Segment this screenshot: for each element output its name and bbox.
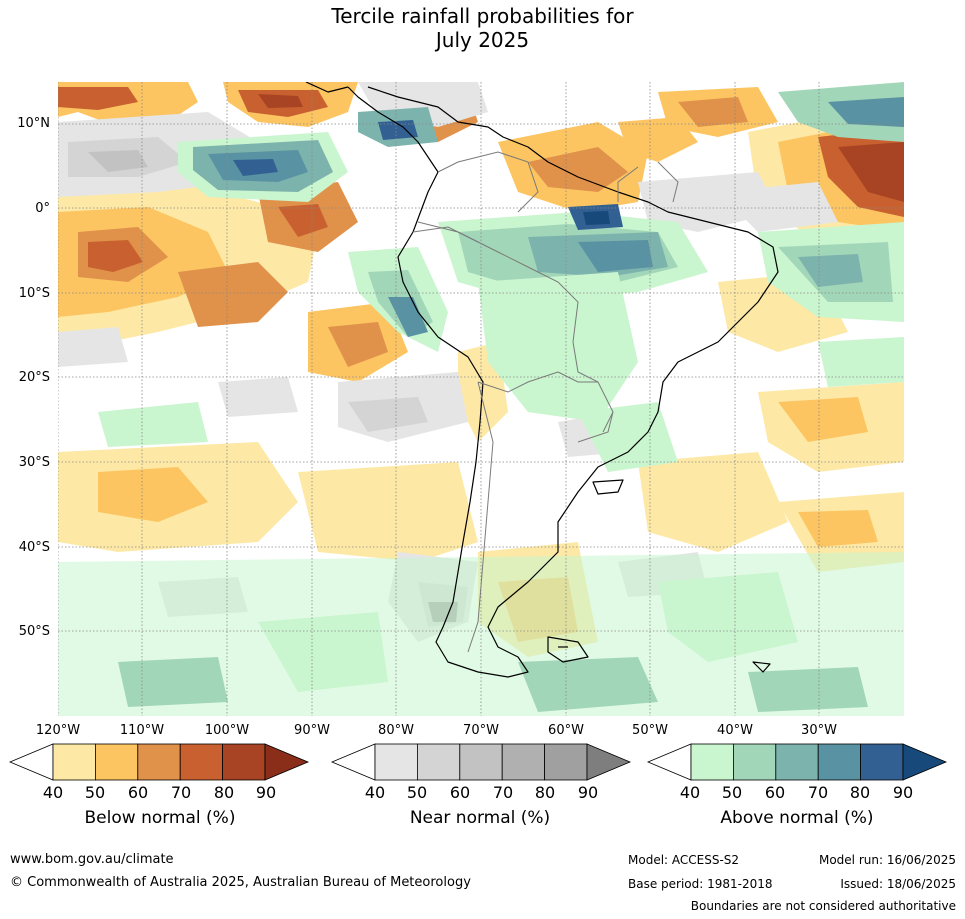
near-colorbar-bin-2 <box>416 743 461 781</box>
above-colorbar-low-extend <box>646 743 692 781</box>
near-tick-50: 50 <box>406 783 428 802</box>
chart-title: Tercile rainfall probabilities for July … <box>0 4 965 52</box>
lat-label-10s: 10°S <box>18 286 50 301</box>
above-colorbar-bin-2 <box>733 743 777 781</box>
above-colorbar-bin-4 <box>817 743 862 781</box>
base-period-text: Base period: 1981-2018 <box>628 877 773 891</box>
lat-label-10n: 10°N <box>17 116 50 131</box>
near-tick-80: 80 <box>534 783 556 802</box>
above-colorbar-high-extend <box>902 743 948 781</box>
above-colorbar-bin-1 <box>690 743 734 781</box>
lon-label-90w: 90°W <box>294 723 330 738</box>
above-tick-50: 50 <box>721 783 743 802</box>
below-tick-40: 40 <box>42 783 64 802</box>
near-tick-70: 70 <box>492 783 514 802</box>
below-tick-60: 60 <box>127 783 149 802</box>
lon-label-30w: 30°W <box>801 723 837 738</box>
title-line-1: Tercile rainfall probabilities for <box>331 4 634 28</box>
coastline <box>305 82 779 678</box>
near-colorbar-bin-4 <box>501 743 546 781</box>
above-tick-90: 90 <box>892 783 914 802</box>
lat-label-20s: 20°S <box>18 370 50 385</box>
near-colorbar-bin-1 <box>374 743 418 781</box>
lat-label-50s: 50°S <box>18 624 50 639</box>
map-panel <box>58 82 904 716</box>
model-text: Model: ACCESS-S2 <box>628 853 740 867</box>
country-borders <box>412 151 679 653</box>
lon-label-40w: 40°W <box>717 723 753 738</box>
near-tick-60: 60 <box>449 783 471 802</box>
lat-label-40s: 40°S <box>18 540 50 555</box>
lon-label-120w: 120°W <box>35 723 81 738</box>
lat-label-0: 0° <box>35 201 50 216</box>
model-run-text: Model run: 16/06/2025 <box>818 853 956 867</box>
below-colorbar-bin-5 <box>222 743 266 781</box>
below-tick-80: 80 <box>213 783 235 802</box>
below-colorbar-high-extend <box>264 743 310 781</box>
lon-label-70w: 70°W <box>463 723 499 738</box>
near-colorbar-high-extend <box>586 743 632 781</box>
above-tick-80: 80 <box>849 783 871 802</box>
lon-label-110w: 110°W <box>119 723 165 738</box>
above-normal-regions <box>58 82 904 716</box>
near-colorbar-bin-3 <box>459 743 503 781</box>
near-tick-40: 40 <box>364 783 386 802</box>
issued-text: Issued: 18/06/2025 <box>840 877 956 891</box>
near-colorbar-low-extend <box>330 743 376 781</box>
below-normal-label: Below normal (%) <box>84 808 236 828</box>
above-normal-label: Above normal (%) <box>720 808 874 828</box>
below-colorbar-bin-1 <box>52 743 96 781</box>
below-tick-90: 90 <box>255 783 277 802</box>
graticule <box>58 82 904 716</box>
below-colorbar-bin-4 <box>179 743 223 781</box>
below-tick-70: 70 <box>170 783 192 802</box>
above-tick-70: 70 <box>807 783 829 802</box>
forecast-map <box>58 82 904 716</box>
lat-label-30s: 30°S <box>18 455 50 470</box>
disclaimer-text: Boundaries are not considered authoritat… <box>690 899 956 913</box>
above-tick-40: 40 <box>679 783 701 802</box>
below-colorbar-low-extend <box>8 743 54 781</box>
colorbar-legend <box>8 743 948 781</box>
below-colorbar-bin-3 <box>137 743 181 781</box>
lon-label-60w: 60°W <box>548 723 584 738</box>
website-text: www.bom.gov.au/climate <box>10 852 174 867</box>
lon-label-80w: 80°W <box>378 723 414 738</box>
below-colorbar-bin-2 <box>95 743 139 781</box>
near-normal-label: Near normal (%) <box>409 808 551 828</box>
above-colorbar-bin-3 <box>775 743 819 781</box>
near-colorbar-bin-5 <box>544 743 588 781</box>
above-colorbar-bin-5 <box>860 743 904 781</box>
title-line-2: July 2025 <box>435 28 530 52</box>
lon-label-50w: 50°W <box>632 723 668 738</box>
lon-label-100w: 100°W <box>204 723 250 738</box>
copyright-text: © Commonwealth of Australia 2025, Austra… <box>10 875 471 890</box>
below-tick-50: 50 <box>84 783 106 802</box>
above-tick-60: 60 <box>764 783 786 802</box>
near-tick-90: 90 <box>577 783 599 802</box>
